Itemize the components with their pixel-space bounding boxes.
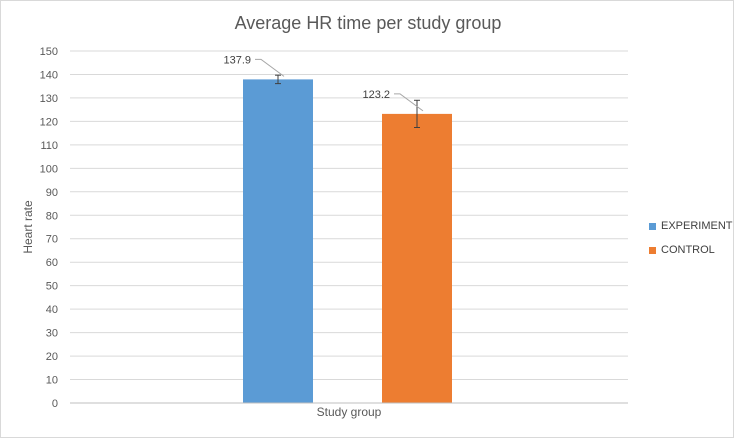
bar-control (382, 113, 452, 404)
y-tick-label: 140 (40, 69, 58, 81)
legend-label-control: CONTROL (661, 244, 715, 256)
y-tick-label: 150 (40, 46, 58, 58)
y-tick-label: 120 (40, 116, 58, 128)
y-tick-label: 50 (46, 281, 58, 293)
y-tick-label: 60 (46, 257, 58, 269)
y-tick-label: 0 (52, 398, 58, 410)
legend-item-control: CONTROL (649, 243, 733, 257)
legend-item-experiment: EXPERIMENT (649, 219, 733, 233)
bar-experiment (243, 79, 313, 404)
y-tick-label: 80 (46, 210, 58, 222)
y-tick-label: 30 (46, 328, 58, 340)
data-label-leader (255, 58, 285, 77)
data-label-experiment: 137.9 (223, 54, 251, 66)
y-tick-label: 10 (46, 375, 58, 387)
y-tick-label: 100 (40, 163, 58, 175)
chart-title: Average HR time per study group (234, 13, 502, 33)
y-tick-label: 110 (40, 140, 58, 152)
legend: EXPERIMENT CONTROL (649, 219, 733, 267)
y-tick-label: 130 (40, 93, 58, 105)
data-label-leader (394, 93, 424, 112)
legend-swatch-control (649, 246, 656, 254)
y-tick-label: 20 (46, 351, 58, 363)
legend-label-experiment: EXPERIMENT (661, 220, 733, 232)
y-tick-label: 90 (46, 187, 58, 199)
y-tick-label: 40 (46, 304, 58, 316)
legend-swatch-experiment (649, 222, 656, 230)
y-tick-label: 70 (46, 234, 58, 246)
data-label-control: 123.2 (362, 89, 390, 101)
x-axis-label: Study group (316, 405, 382, 419)
